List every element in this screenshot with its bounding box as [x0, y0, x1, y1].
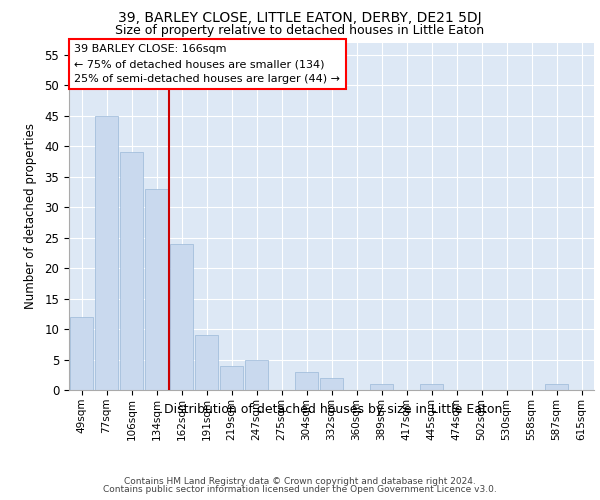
- Bar: [420, 384, 443, 390]
- Bar: [220, 366, 243, 390]
- Bar: [370, 384, 393, 390]
- Text: Distribution of detached houses by size in Little Eaton: Distribution of detached houses by size …: [164, 402, 502, 415]
- Bar: [120, 152, 143, 390]
- Text: 39, BARLEY CLOSE, LITTLE EATON, DERBY, DE21 5DJ: 39, BARLEY CLOSE, LITTLE EATON, DERBY, D…: [118, 11, 482, 25]
- Text: Contains public sector information licensed under the Open Government Licence v3: Contains public sector information licen…: [103, 485, 497, 494]
- Bar: [545, 384, 568, 390]
- Bar: [95, 116, 118, 390]
- Bar: [295, 372, 318, 390]
- Text: Size of property relative to detached houses in Little Eaton: Size of property relative to detached ho…: [115, 24, 485, 37]
- Bar: [145, 189, 168, 390]
- Bar: [320, 378, 343, 390]
- Bar: [70, 317, 93, 390]
- Bar: [245, 360, 268, 390]
- Text: 39 BARLEY CLOSE: 166sqm
← 75% of detached houses are smaller (134)
25% of semi-d: 39 BARLEY CLOSE: 166sqm ← 75% of detache…: [74, 44, 340, 84]
- Y-axis label: Number of detached properties: Number of detached properties: [25, 123, 37, 309]
- Text: Contains HM Land Registry data © Crown copyright and database right 2024.: Contains HM Land Registry data © Crown c…: [124, 477, 476, 486]
- Bar: [170, 244, 193, 390]
- Bar: [195, 335, 218, 390]
